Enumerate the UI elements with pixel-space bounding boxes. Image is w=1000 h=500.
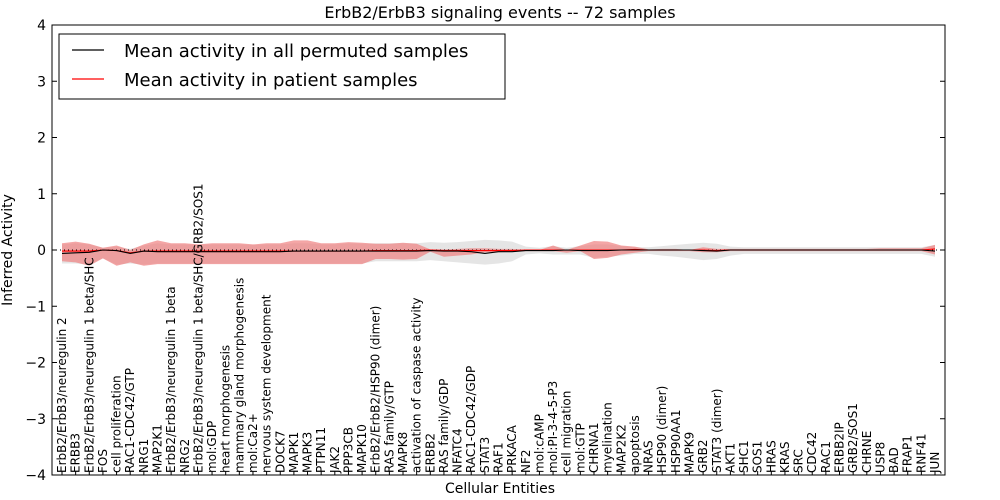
x-category-label: KRAS	[778, 441, 792, 473]
permuted-mean-line	[61, 249, 936, 254]
x-category-label: nervous system development	[260, 294, 274, 473]
x-category-label: RAS family/GTP	[382, 381, 396, 473]
x-category-label: MAPK8	[396, 432, 410, 473]
x-category-label: myelination	[601, 402, 615, 473]
x-axis-category-labels: ErbB2/ErbB3/neuregulin 2 ERBB3 ErbB2/ErbB3…	[55, 183, 942, 475]
x-category-label: DOCK7	[273, 430, 287, 473]
x-category-label: HSP90 (dimer)	[655, 386, 669, 473]
x-category-label: ErbB2/ErbB3/neuregulin 2	[55, 317, 69, 473]
x-category-label: CHRNA1	[587, 422, 601, 473]
x-category-label: ErbB2/ErbB3/neuregulin 1 beta	[164, 286, 178, 473]
x-category-label: JAK2	[328, 446, 342, 474]
x-category-label: RAC1-CDC42/GTP	[123, 368, 137, 473]
x-category-label: RAS family/GDP	[437, 379, 451, 473]
x-category-label: mol:GTP	[573, 423, 587, 473]
x-category-label: STAT3	[478, 437, 492, 473]
y-tick-label: −2	[25, 356, 46, 372]
y-axis-ticks: −4 −3 −2 −1 0 1 2 3 4	[25, 18, 945, 484]
chart-title: ErbB2/ErbB3 signaling events -- 72 sampl…	[324, 3, 675, 22]
legend-label-permuted: Mean activity in all permuted samples	[124, 41, 468, 62]
x-category-label: cell proliferation	[110, 375, 124, 473]
y-tick-label: 1	[37, 187, 46, 203]
x-category-label: RNF41	[914, 434, 928, 474]
x-category-label: RAF1	[492, 442, 506, 473]
x-category-label: ERBB2	[423, 433, 437, 473]
x-category-label: cell migration	[560, 391, 574, 473]
y-tick-label: 4	[37, 18, 46, 34]
x-category-label: FOS	[96, 449, 110, 473]
x-category-label: NRG1	[137, 439, 151, 473]
x-category-label: mol:GDP	[205, 421, 219, 473]
x-category-label: HSP90AA1	[669, 409, 683, 473]
x-category-label: SHC1	[737, 440, 751, 473]
y-tick-label: −3	[25, 412, 46, 428]
x-category-label: STAT3 (dimer)	[710, 389, 724, 473]
x-category-label: mol:cAMP	[532, 414, 546, 473]
x-category-label: JUN	[928, 452, 942, 474]
x-category-label: FRAP1	[901, 435, 915, 473]
series-lines	[61, 248, 936, 254]
x-axis-title: Cellular Entities	[445, 481, 555, 497]
y-axis-title: Inferred Activity	[0, 194, 16, 306]
x-category-label: MAPK1	[287, 432, 301, 473]
x-category-label: NFATC4	[451, 428, 465, 473]
x-category-label: CHRNE	[860, 431, 874, 473]
x-category-label: MAP2K1	[151, 424, 165, 473]
x-category-label: HRAS	[764, 440, 778, 473]
y-tick-label: −4	[25, 468, 46, 484]
x-category-label: GRB2/SOS1	[846, 403, 860, 473]
x-category-label: mol:Ca2+	[246, 413, 260, 473]
x-category-label: PRKACA	[505, 424, 519, 473]
x-category-label: activation of caspase activity	[410, 298, 424, 473]
legend-label-patient: Mean activity in patient samples	[124, 70, 418, 91]
x-category-label: PPP3CB	[342, 427, 356, 473]
x-category-label: RAC1	[819, 441, 833, 473]
y-tick-label: 2	[37, 131, 46, 147]
x-category-label: USP8	[873, 442, 887, 473]
x-category-label: MAPK9	[683, 432, 697, 473]
x-category-label: heart morphogenesis	[219, 345, 233, 473]
x-category-label: ErbB2/ErbB3/neuregulin 1 beta/SHC/GRB2/S…	[191, 183, 205, 473]
legend-box	[58, 33, 506, 100]
x-category-label: MAPK10	[355, 424, 369, 473]
y-tick-label: 3	[37, 74, 46, 90]
x-category-label: ErbB2/ErbB3/neuregulin 1 beta/SHC	[82, 257, 96, 473]
y-tick-label: 0	[37, 243, 46, 259]
x-category-label: CDC42	[805, 432, 819, 473]
x-category-label: apoptosis	[628, 415, 642, 473]
x-category-label: ERBB2IP	[833, 422, 847, 473]
x-category-label: BAD	[887, 447, 901, 473]
x-category-label: RAC1-CDC42/GDP	[464, 366, 478, 473]
x-category-label: NF2	[519, 449, 533, 473]
patient-range-band	[62, 240, 935, 266]
x-category-label: NRAS	[642, 440, 656, 473]
x-category-label: ERBB3	[69, 433, 83, 473]
x-category-label: PTPN11	[314, 427, 328, 473]
x-category-label: MAPK3	[301, 432, 315, 473]
x-category-label: SRC	[792, 449, 806, 473]
x-category-label: AKT1	[723, 443, 737, 473]
x-category-label: NRG2	[178, 439, 192, 473]
x-category-label: mol:PI-3-4-5-P3	[546, 381, 560, 473]
x-category-label: mammary gland morphogenesis	[232, 278, 246, 473]
x-category-label: ErbB2/ErbB2/HSP90 (dimer)	[369, 306, 383, 473]
y-tick-label: −1	[25, 299, 46, 315]
x-category-label: MAP2K2	[614, 424, 628, 473]
x-category-label: GRB2	[696, 439, 710, 473]
x-category-label: SOS1	[751, 441, 765, 473]
legend: Mean activity in all permuted samples Me…	[58, 33, 506, 100]
